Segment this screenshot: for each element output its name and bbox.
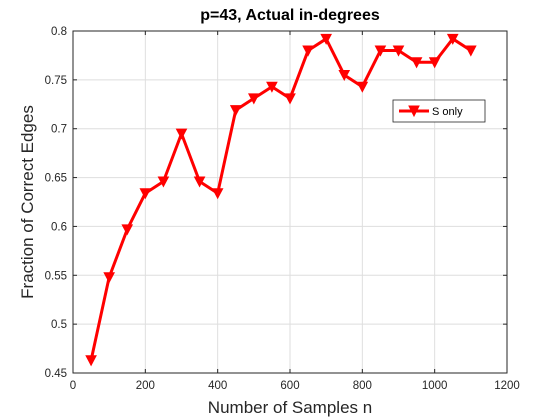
y-tick-label: 0.65 xyxy=(45,173,67,185)
data-point-marker xyxy=(229,105,242,117)
y-tick-label: 0.7 xyxy=(51,124,67,136)
series-line-s-only xyxy=(89,37,472,361)
x-tick-label: 400 xyxy=(208,380,227,392)
data-point-marker xyxy=(284,93,296,105)
data-point-marker xyxy=(428,57,441,69)
data-point-marker xyxy=(157,176,170,188)
data-point-marker xyxy=(320,33,332,45)
data-point-marker xyxy=(175,128,188,140)
chart-title: p=43, Actual in-degrees xyxy=(200,7,380,24)
y-tick-label: 0.45 xyxy=(45,368,67,380)
x-tick-label: 200 xyxy=(136,380,155,392)
data-point-marker xyxy=(392,45,405,57)
data-point-marker xyxy=(446,33,459,45)
data-point-marker xyxy=(139,188,152,200)
axis-ticks: 0 200 400 600 800 1000 1200 0.45 0.5 0.55 0.6 0.65 0… xyxy=(45,26,520,392)
legend: S only xyxy=(392,99,486,123)
legend-entry-s-only: S only xyxy=(432,106,463,118)
series-layer xyxy=(85,33,477,367)
data-point-marker xyxy=(121,224,134,236)
y-axis-label: Fraction of Correct Edges xyxy=(18,105,37,299)
data-point-marker xyxy=(85,355,97,367)
y-tick-label: 0.55 xyxy=(45,270,67,282)
data-point-marker xyxy=(193,176,206,188)
x-tick-label: 0 xyxy=(70,380,76,392)
legend-marker-sample xyxy=(408,105,420,118)
data-point-marker xyxy=(338,69,351,82)
data-point-marker xyxy=(302,45,314,57)
x-axis-label: Number of Samples n xyxy=(208,398,372,417)
data-point-marker xyxy=(374,45,387,57)
data-point-marker xyxy=(465,45,477,57)
data-point-marker xyxy=(410,57,423,69)
data-point-marker xyxy=(356,81,369,93)
data-point-marker xyxy=(211,188,224,200)
x-tick-label: 1200 xyxy=(494,380,520,392)
y-tick-label: 0.75 xyxy=(45,75,67,87)
y-tick-label: 0.5 xyxy=(51,319,67,331)
y-tick-label: 0.8 xyxy=(51,26,67,38)
data-point-marker xyxy=(248,93,260,105)
y-tick-label: 0.6 xyxy=(51,221,67,233)
x-tick-label: 800 xyxy=(353,380,372,392)
x-tick-label: 1000 xyxy=(422,380,448,392)
x-tick-label: 600 xyxy=(280,380,299,392)
data-point-marker xyxy=(266,81,278,93)
data-point-marker xyxy=(103,272,115,284)
